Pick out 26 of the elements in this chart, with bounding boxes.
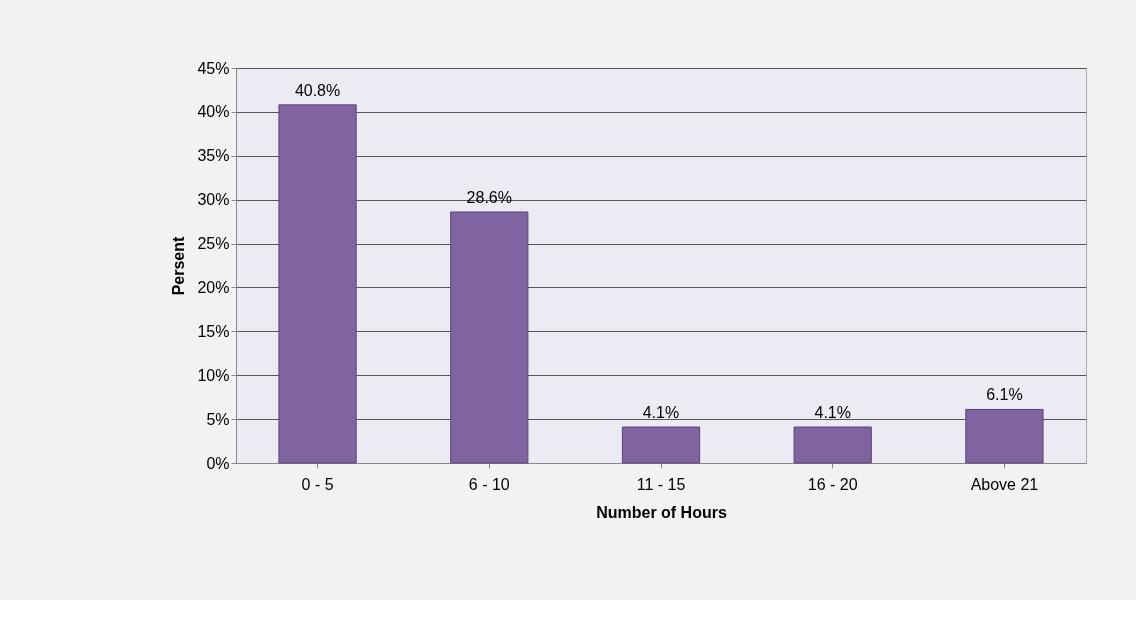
x-tick-label: 0 - 5 <box>301 475 334 493</box>
bar <box>278 104 357 464</box>
bar <box>450 211 529 464</box>
y-tick-label: 45% <box>197 59 230 77</box>
y-tick-label: 35% <box>197 147 230 165</box>
y-tick-label: 30% <box>197 191 230 209</box>
x-tick-label: 11 - 15 <box>636 475 686 493</box>
y-tick-label: 5% <box>206 410 230 428</box>
y-tick-label: 25% <box>197 235 230 253</box>
bar <box>793 426 872 464</box>
data-label: 6.1% <box>986 386 1023 404</box>
x-tick-label: 6 - 10 <box>468 475 510 493</box>
y-axis-title: Persent <box>170 235 188 296</box>
bar <box>965 408 1044 464</box>
y-tick-label: 40% <box>197 103 230 121</box>
data-label: 4.1% <box>814 404 851 422</box>
y-tick-label: 0% <box>206 454 230 472</box>
data-label: 40.8% <box>294 81 341 99</box>
data-label: 4.1% <box>642 404 680 422</box>
x-tick-label: Above 21 <box>970 475 1039 493</box>
y-tick-label: 15% <box>197 322 230 340</box>
x-axis-title: Number of Hours <box>596 503 727 521</box>
y-tick-label: 10% <box>197 366 230 384</box>
bar <box>621 426 701 464</box>
y-tick-label: 20% <box>197 278 230 296</box>
x-tick-label: 16 - 20 <box>807 475 858 493</box>
